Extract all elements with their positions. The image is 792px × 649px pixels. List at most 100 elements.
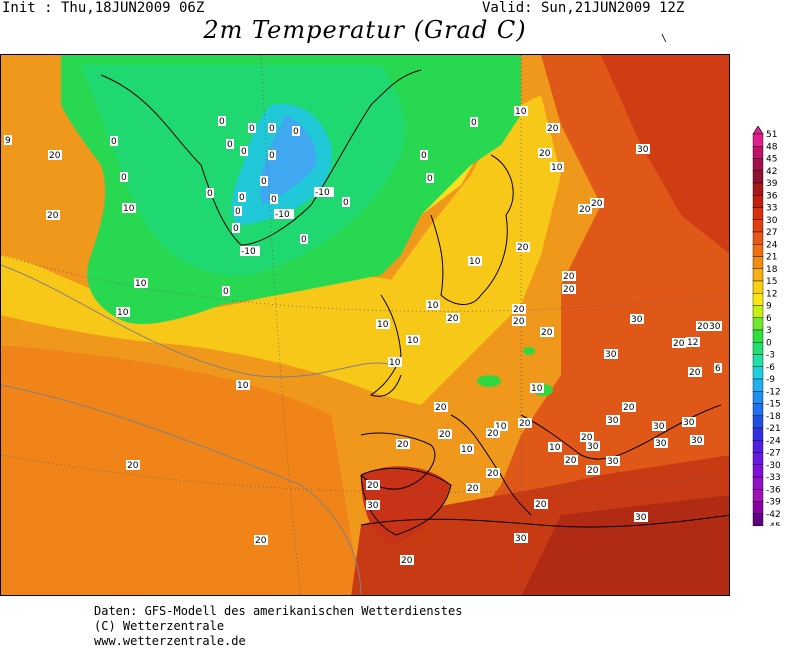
contour-label-bg: [376, 319, 390, 329]
contour-label-bg: [122, 203, 136, 213]
contour-label-bg: [586, 465, 600, 475]
legend-swatch: [752, 158, 764, 171]
legend-value: -30: [766, 461, 781, 471]
contour-label-bg: [234, 206, 242, 216]
contour-label: 0: [471, 118, 477, 128]
contour-label: 10: [123, 204, 135, 214]
contour-label: 20: [397, 440, 409, 450]
legend-value: 6: [766, 314, 772, 324]
legend-value: -36: [766, 485, 781, 495]
contour-label-bg: [274, 209, 294, 219]
contour-label-bg: [396, 439, 410, 449]
contour-label-bg: [426, 300, 440, 310]
contour-label: 10: [531, 384, 543, 394]
contour-label: 6: [715, 364, 721, 374]
legend-value: 15: [766, 277, 777, 287]
contour-label: 30: [637, 145, 649, 155]
legend-value: -6: [766, 363, 775, 373]
contour-label: 20: [49, 151, 61, 161]
contour-label-bg: [206, 188, 214, 198]
temperature-map: 9 20 0 0 0 0 0 0 0 0 0 10 20 20 10 30 0 0 0 0 0 0 -10 0 0 -10 0 0 0-…: [0, 54, 730, 596]
contour-label-bg: [654, 438, 668, 448]
legend-swatch: [752, 329, 764, 343]
legend-value: 3: [766, 326, 772, 336]
contour-label-bg: [562, 271, 576, 281]
contour-label-bg: [672, 338, 686, 348]
contour-label-bg: [400, 555, 414, 565]
contour-label: 20: [673, 339, 685, 349]
iberia-hot: [361, 466, 451, 545]
credit-website[interactable]: www.wetterzentrale.de: [94, 634, 246, 648]
contour-label: 0: [271, 195, 277, 205]
contour-label-bg: [634, 512, 648, 522]
contour-label-bg: [604, 349, 618, 359]
color-legend: 51 48 45 42 39 36 33 30 27 24 21 18 15 12 9 6 3 0 -3 -6 -9 -1…: [752, 126, 792, 526]
legend-swatch: [752, 146, 764, 159]
contour-label-bg: [622, 402, 636, 412]
legend-value: -18: [766, 412, 781, 422]
contour-label-bg: [516, 242, 530, 252]
contour-label: 0: [121, 173, 127, 183]
legend-swatch: [752, 256, 764, 269]
contour-label-bg: [486, 428, 500, 438]
legend-value: 36: [766, 191, 778, 201]
contour-label: 30: [515, 534, 527, 544]
contour-label: 0: [269, 124, 275, 134]
legend-swatch: [752, 207, 764, 220]
contour-label: 20: [367, 481, 379, 491]
contour-label-bg: [126, 460, 140, 470]
contour-label: 20: [439, 430, 451, 440]
contour-label: 30: [653, 422, 665, 432]
contour-label: 10: [515, 107, 527, 117]
legend-value: -45: [766, 522, 781, 526]
contour-label: 20: [697, 322, 709, 332]
contour-label: 0: [269, 151, 275, 161]
contour-label-bg: [292, 126, 300, 136]
contour-label-bg: [226, 139, 234, 149]
contour-label: 10: [549, 443, 561, 453]
legend-value: 30: [766, 216, 778, 226]
contour-label-bg: [222, 286, 230, 296]
corner-mark: \: [661, 33, 668, 44]
contour-label: 20: [487, 469, 499, 479]
legend-value: 42: [766, 167, 777, 177]
contour-label: 10: [117, 308, 129, 318]
legend-swatch: [752, 415, 764, 429]
mild-band: [1, 95, 561, 405]
legend-scale: 51484542393633302724211815129630-3-6-9-1…: [752, 126, 781, 526]
contour-label-bg: [268, 150, 276, 160]
legend-value: 27: [766, 228, 777, 238]
legend-swatch: [752, 464, 764, 478]
contour-label: 30: [607, 416, 619, 426]
contour-label: 20: [563, 285, 575, 295]
legend-value: -42: [766, 510, 781, 520]
legend-swatch: [752, 231, 764, 245]
sahara-hottest: [521, 495, 729, 595]
isotherm-10: [1, 264, 392, 378]
contour-label: 20: [587, 466, 599, 476]
contour-label-bg: [564, 455, 578, 465]
legend-swatch: [752, 513, 764, 526]
contour-label: 20: [255, 536, 267, 546]
contour-label: 10: [237, 381, 249, 391]
contour-label: 20: [581, 433, 593, 443]
contour-label-bg: [546, 123, 560, 133]
contour-label: 30: [605, 350, 617, 360]
contour-label: 10: [389, 358, 401, 368]
legend-swatch: [752, 501, 764, 514]
graticule: [1, 55, 729, 595]
contour-label: 30: [631, 315, 643, 325]
contour-label-bg: [518, 418, 532, 428]
contour-label: -10: [275, 210, 290, 220]
legend-value: 0: [766, 338, 772, 348]
contour-label: 0: [233, 224, 239, 234]
contour-label: 0: [241, 147, 247, 157]
contour-label: 30: [635, 513, 647, 523]
legend-swatch: [752, 268, 764, 282]
contour-label: 0: [261, 177, 267, 187]
legend-swatch: [752, 280, 764, 294]
legend-value: -39: [766, 498, 781, 508]
legend-value: -9: [766, 375, 775, 385]
